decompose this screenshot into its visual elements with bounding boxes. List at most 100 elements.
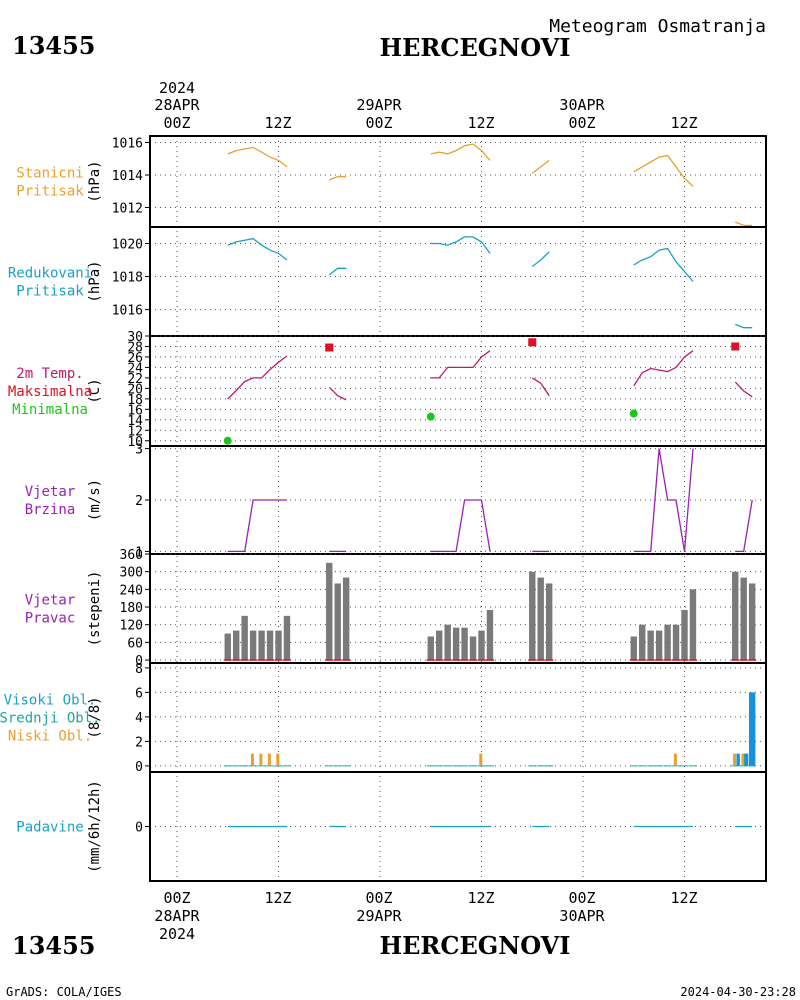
reduced-pressure-ytick-label-1016: 1016 bbox=[112, 304, 143, 319]
station-pressure-series-segment-6 bbox=[735, 221, 753, 227]
reduced-pressure-series-segment-3 bbox=[430, 236, 491, 254]
wind-speed-series-segment-1 bbox=[227, 499, 287, 553]
low-cloud-bar-2 bbox=[259, 753, 263, 766]
wind-direction-ytick-label-180: 180 bbox=[120, 601, 143, 616]
wind-direction-bar-20 bbox=[529, 571, 536, 661]
wind-direction-ytick-label-300: 300 bbox=[120, 566, 143, 581]
cloud-cover-ytick-label-4: 4 bbox=[135, 711, 143, 726]
cloud-cover-legend-3: Niski Obl. bbox=[8, 729, 92, 745]
wind-speed-series-segment-3 bbox=[430, 499, 491, 553]
station-pressure-series-segment-5 bbox=[633, 154, 694, 187]
wind-direction-bar-8 bbox=[283, 615, 291, 661]
reduced-pressure-series-segment-2 bbox=[328, 267, 347, 276]
temperature-ylabel: (C) bbox=[87, 378, 103, 403]
wind-speed-ytick-label-1: 1 bbox=[135, 545, 143, 560]
temperature-series-segment-3 bbox=[430, 350, 491, 379]
cloud-cover-ytick-label-2: 2 bbox=[135, 735, 143, 750]
temperature-ytick-label-26: 26 bbox=[127, 351, 143, 366]
wind-direction-bar-19 bbox=[486, 609, 494, 661]
temperature-legend-2: Maksimalna bbox=[8, 384, 92, 400]
temperature-ytick-label-22: 22 bbox=[127, 372, 143, 387]
wind-speed-ylabel: (m/s) bbox=[87, 479, 103, 521]
temperature-max-marker-2 bbox=[528, 338, 537, 347]
wind-direction-bar-18 bbox=[478, 630, 485, 661]
precipitation-ytick-label-0: 0 bbox=[135, 821, 143, 836]
temperature-series-segment-5 bbox=[633, 350, 694, 387]
cloud-cover-ytick-label-8: 8 bbox=[135, 662, 143, 677]
wind-direction-ylabel: (stepeni) bbox=[87, 571, 103, 647]
temperature-min-marker-3 bbox=[629, 409, 638, 418]
time-label-bottom-6: 12Z bbox=[670, 889, 697, 907]
wind-direction-bar-9 bbox=[326, 562, 333, 661]
station-name-bottom: HERCEGNOVI bbox=[379, 931, 570, 960]
low-cloud-bar-7 bbox=[733, 753, 737, 766]
year-bottom: 2024 bbox=[159, 925, 195, 943]
year-top: 2024 bbox=[159, 79, 195, 97]
wind-direction-bar-24 bbox=[639, 624, 646, 661]
high-cloud-bar-3 bbox=[748, 692, 756, 766]
wind-direction-bar-27 bbox=[664, 624, 671, 661]
wind-direction-bar-33 bbox=[748, 583, 756, 661]
low-cloud-bar-8 bbox=[741, 753, 745, 766]
station-pressure-series-segment-4 bbox=[531, 159, 550, 174]
plot-frame bbox=[149, 135, 767, 882]
wind-direction-bar-11 bbox=[342, 577, 350, 661]
panels-group: 101210141016(hPa)StanicniPritisak1016101… bbox=[0, 136, 766, 881]
temperature-ytick-label-12: 12 bbox=[127, 424, 143, 439]
date-label-top-1: 28APR bbox=[154, 96, 200, 114]
date-label-bottom-3: 30APR bbox=[559, 907, 605, 925]
wind-direction-ytick-label-60: 60 bbox=[127, 636, 143, 651]
station-pressure-series-segment-3 bbox=[430, 143, 491, 161]
temperature-series-segment-1 bbox=[227, 355, 288, 400]
reduced-pressure-legend-2: Pritisak bbox=[16, 284, 84, 300]
date-label-top-2: 29APR bbox=[356, 96, 402, 114]
cloud-cover-ytick-label-6: 6 bbox=[135, 686, 143, 701]
wind-direction-ytick-label-120: 120 bbox=[120, 619, 143, 634]
credit-text: GrADS: COLA/IGES bbox=[6, 985, 122, 999]
wind-direction-bar-17 bbox=[469, 636, 477, 661]
precipitation-legend-1: Padavine bbox=[16, 820, 83, 836]
wind-direction-bar-3 bbox=[241, 615, 248, 661]
wind-direction-ytick-label-0: 0 bbox=[135, 654, 143, 669]
temperature-legend-1: 2m Temp. bbox=[16, 366, 83, 382]
station-name-top: HERCEGNOVI bbox=[379, 33, 570, 62]
cloud-cover-legend-2: Srednji Obl. bbox=[0, 711, 101, 727]
reduced-pressure-series-segment-4 bbox=[531, 251, 550, 268]
time-label-top-3: 00Z bbox=[365, 114, 392, 132]
temperature-max-marker-3 bbox=[731, 342, 740, 351]
wind-direction-bar-22 bbox=[545, 583, 553, 661]
temperature-ytick-label-14: 14 bbox=[127, 414, 143, 429]
wind-direction-bar-25 bbox=[647, 630, 654, 661]
temperature-series-segment-2 bbox=[328, 386, 347, 401]
wind-speed-legend-1: Vjetar bbox=[25, 484, 76, 500]
wind-direction-bar-5 bbox=[258, 630, 265, 661]
wind-direction-bar-15 bbox=[452, 627, 460, 661]
wind-direction-bar-21 bbox=[537, 577, 544, 661]
wind-direction-bar-7 bbox=[275, 630, 282, 661]
low-cloud-bar-3 bbox=[267, 753, 271, 766]
temperature-min-marker-1 bbox=[223, 436, 232, 445]
reduced-pressure-ytick-label-1020: 1020 bbox=[112, 238, 143, 253]
wind-direction-bar-2 bbox=[233, 630, 240, 661]
reduced-pressure-legend-1: Redukovani bbox=[8, 266, 92, 282]
wind-direction-bar-14 bbox=[444, 624, 451, 661]
time-label-bottom-3: 00Z bbox=[365, 889, 392, 907]
reduced-pressure-ylabel: (hPa) bbox=[87, 260, 103, 302]
wind-speed-ytick-label-2: 2 bbox=[135, 494, 143, 509]
reduced-pressure-series-segment-6 bbox=[735, 323, 753, 329]
cloud-cover-legend-1: Visoki Obl. bbox=[4, 693, 97, 709]
time-label-bottom-2: 12Z bbox=[264, 889, 291, 907]
temperature-legend-3: Minimalna bbox=[12, 402, 88, 418]
wind-direction-bar-16 bbox=[461, 627, 468, 661]
station-id-top: 13455 bbox=[12, 31, 96, 60]
station-pressure-ytick-label-1012: 1012 bbox=[112, 202, 143, 217]
wind-speed-series-segment-6 bbox=[735, 499, 753, 553]
wind-direction-bar-6 bbox=[266, 630, 274, 661]
wind-direction-bar-30 bbox=[689, 589, 697, 661]
station-pressure-ytick-label-1016: 1016 bbox=[112, 137, 143, 152]
date-label-top-3: 30APR bbox=[559, 96, 605, 114]
time-label-top-6: 12Z bbox=[670, 114, 697, 132]
wind-direction-bar-12 bbox=[427, 636, 434, 661]
wind-speed-series-segment-5 bbox=[633, 448, 694, 553]
